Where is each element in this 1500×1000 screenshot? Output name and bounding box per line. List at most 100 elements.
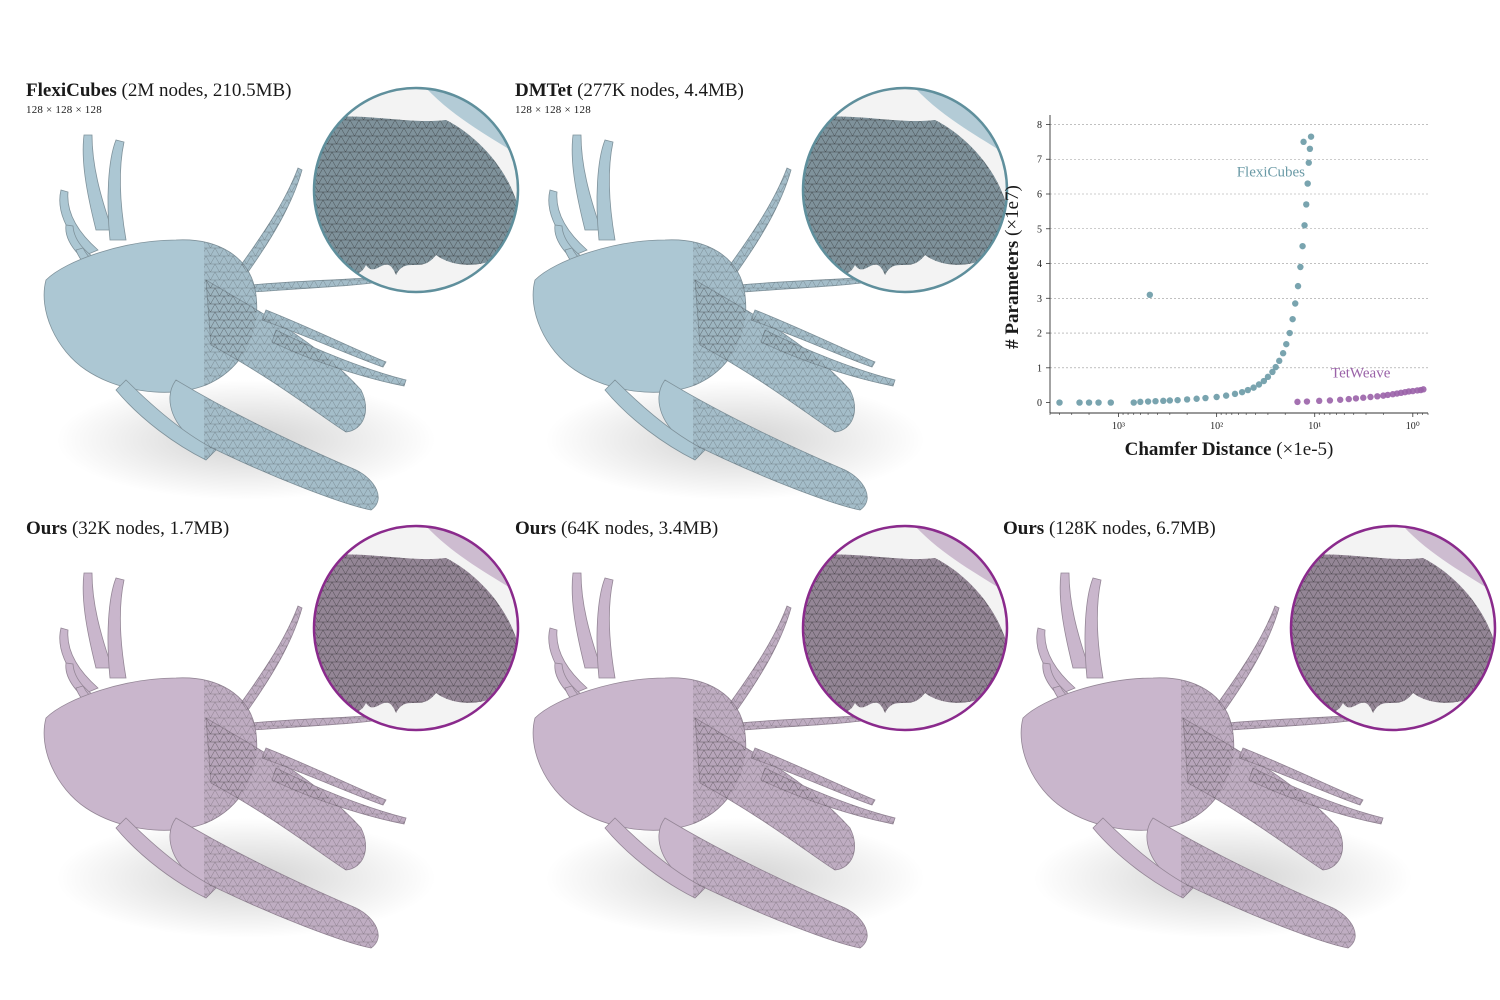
mesh-render [43,524,520,949]
data-point [1352,395,1360,402]
data-point [1345,395,1352,403]
data-point [1202,394,1209,402]
data-point [1183,396,1191,403]
y-tick-label: 0 [1037,398,1042,409]
data-point [1336,396,1344,403]
wireframe-overlay [693,168,895,510]
data-point [1095,399,1102,406]
panel-dmtet: DMTet (277K nodes, 4.4MB) 128 × 128 × 12… [515,80,1009,520]
creature-part [1059,572,1090,669]
zoom-inset [312,524,520,732]
method-name: Ours [26,518,68,539]
creature-part [571,134,602,231]
creature-part [1084,577,1104,679]
data-point [1250,384,1257,391]
zoom-inset [1289,524,1497,732]
data-point [1283,340,1290,348]
data-point [1279,350,1287,357]
data-point [1294,282,1302,290]
data-point [1146,291,1154,299]
data-point [1213,393,1220,401]
data-point [1286,329,1293,337]
chart-svg: 0 1 2 3 4 5 6 7 8 10³ 10² 10¹ 10⁰ FlexiCubes TetWeave C… [1002,115,1429,460]
data-point [1144,398,1152,405]
x-tick-label: 10² [1210,421,1223,432]
data-point [1152,397,1159,405]
y-tick-label: 5 [1037,224,1042,235]
zoom-inset [801,86,1009,294]
x-tick-label: 10¹ [1308,421,1321,432]
y-tick-label: 7 [1037,155,1042,166]
y-tick-label: 3 [1037,294,1042,305]
inset-ring [312,86,520,294]
data-point [1160,397,1167,405]
method-name: DMTet [515,80,573,101]
parameters-vs-chamfer-chart: 0 1 2 3 4 5 6 7 8 10³ 10² 10¹ 10⁰ FlexiCubes TetWeave C… [1000,105,1450,475]
data-point [1360,394,1367,401]
data-point [1299,242,1306,250]
data-point [1272,363,1279,371]
creature-part [107,577,127,679]
data-point [1222,392,1230,399]
data-point [1130,399,1137,406]
grid-resolution: 128 × 128 × 128 [515,104,591,116]
method-name: Ours [1003,518,1045,539]
x-tick-label: 10³ [1112,421,1125,432]
panel-label: Ours (128K nodes, 6.7MB) [1003,518,1216,540]
data-point [1076,399,1083,406]
data-point [1269,368,1276,376]
wireframe-overlay [204,168,406,510]
mesh-render [43,86,520,511]
y-axis-label: # Parameters (×1e7) [1002,185,1023,349]
method-name: Ours [515,518,557,539]
data-point [1166,397,1174,404]
creature-part [107,139,127,241]
zoom-inset [801,524,1009,732]
series-annotation: FlexiCubes [1237,165,1305,181]
grid-resolution: 128 × 128 × 128 [26,104,102,116]
data-point [1085,399,1093,406]
panel-ours-128k: Ours (128K nodes, 6.7MB) [1003,518,1497,958]
data-point [1174,396,1181,404]
data-point [1231,390,1239,398]
data-point [1384,391,1391,399]
panel-flexicubes: FlexiCubes (2M nodes, 210.5MB) 128 × 128… [26,80,520,520]
creature-part [596,139,616,241]
creature-part [82,572,113,669]
data-point [1193,395,1200,402]
data-point [1303,201,1310,208]
y-tick-label: 1 [1037,363,1042,374]
x-tick-label: 10⁰ [1406,421,1420,432]
y-tick-label: 8 [1037,120,1042,131]
data-point [1300,138,1307,146]
data-point [1260,377,1268,385]
wireframe-overlay [204,606,406,948]
data-point [1306,145,1314,153]
data-point [1420,386,1427,393]
creature-part [82,134,113,231]
series-annotation: TetWeave [1331,366,1391,382]
data-point [1326,397,1334,404]
mesh-render [532,524,1009,949]
panel-label: Ours (64K nodes, 3.4MB) [515,518,718,540]
method-name: FlexiCubes [26,80,117,101]
data-point [1238,388,1246,396]
panel-label: DMTet (277K nodes, 4.4MB) [515,80,744,102]
method-detail: (128K nodes, 6.7MB) [1048,518,1216,539]
data-point [1292,300,1299,307]
data-point [1301,222,1308,229]
data-point [1137,398,1144,406]
data-point [1367,393,1374,401]
inset-ring [801,524,1009,732]
wireframe-overlay [1181,606,1383,948]
data-point [1244,386,1252,394]
data-point [1305,159,1312,166]
series-flexicubes [1056,133,1315,406]
data-point [1289,315,1296,323]
data-point [1264,373,1272,381]
panel-ours-64k: Ours (64K nodes, 3.4MB) [515,518,1009,958]
mesh-render [532,86,1009,511]
y-tick-label: 4 [1037,259,1042,270]
creature-part [596,577,616,679]
data-point [1255,381,1263,388]
